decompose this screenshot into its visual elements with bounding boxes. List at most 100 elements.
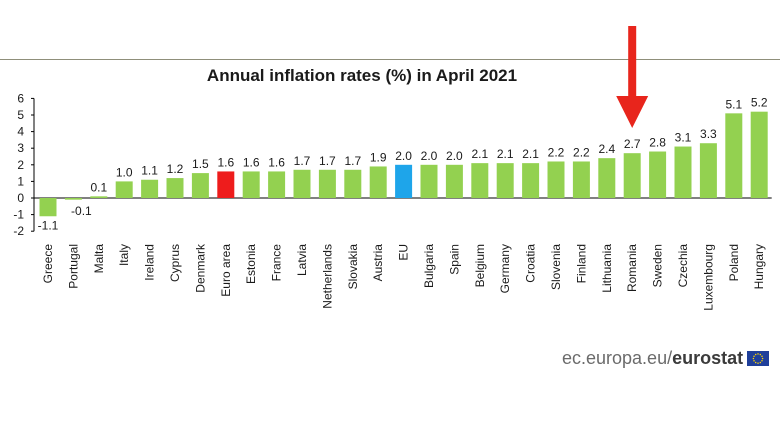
value-label: 3.1 [675, 131, 692, 145]
category-label: Croatia [524, 244, 538, 283]
bar-hungary [750, 111, 768, 198]
value-label: 1.2 [167, 162, 184, 176]
y-tick-label: 1 [17, 174, 24, 188]
bar-croatia [522, 163, 540, 198]
category-label: Estonia [244, 244, 258, 284]
value-label: 1.6 [217, 155, 234, 169]
category-label: Romania [625, 244, 639, 292]
value-label: 2.0 [421, 149, 438, 163]
value-label: 2.2 [548, 145, 565, 159]
bar-slovenia [547, 161, 565, 198]
bar-luxembourg [699, 143, 717, 198]
bar-belgium [471, 163, 489, 198]
category-label: Euro area [219, 244, 233, 297]
bars-group [39, 111, 768, 217]
category-label: Finland [574, 244, 588, 283]
category-label: Austria [371, 244, 385, 282]
value-label: 5.2 [751, 96, 768, 110]
category-label: Poland [727, 244, 741, 281]
category-label: Sweden [651, 244, 665, 287]
value-label: -0.1 [71, 204, 92, 218]
value-label: 1.6 [243, 155, 260, 169]
value-label: 1.7 [344, 154, 361, 168]
y-tick-label: 6 [17, 91, 24, 105]
category-label: Latvia [295, 244, 309, 276]
category-label: Italy [117, 244, 131, 266]
value-label: 1.0 [116, 165, 133, 179]
bar-estonia [242, 171, 260, 198]
y-tick-label: 5 [17, 108, 24, 122]
value-label: 2.8 [649, 136, 666, 150]
bar-italy [115, 181, 133, 198]
category-label: Hungary [752, 244, 766, 289]
value-label: 0.1 [90, 180, 107, 194]
bar-netherlands [318, 169, 336, 198]
arrow-shaft [628, 26, 637, 96]
category-label: Cyprus [168, 244, 182, 282]
category-label: Ireland [143, 244, 157, 281]
bar-sweden [649, 151, 667, 198]
bar-cyprus [166, 178, 184, 198]
y-tick-label: 3 [17, 141, 24, 155]
value-label: 2.1 [497, 147, 514, 161]
value-labels-group: -1.1 -0.1 0.1 1.0 1.1 1.2 1.5 1.6 1.6 1.6 1.7 1.7 1.… [38, 96, 768, 233]
value-label: 2.1 [471, 147, 488, 161]
category-label: Slovenia [549, 244, 563, 290]
annotation-group [616, 26, 649, 128]
bar-lithuania [598, 158, 616, 198]
bar-finland [572, 161, 590, 198]
category-label: Spain [447, 244, 461, 275]
category-label: Germany [498, 244, 512, 293]
value-label: 1.1 [141, 164, 158, 178]
inflation-bar-chart: Annual inflation rates (%) in April 2021… [13, 26, 772, 311]
bar-euro-area [217, 171, 235, 198]
y-tick-label: 0 [17, 191, 24, 205]
bar-malta [90, 196, 108, 198]
value-label: 1.7 [294, 154, 311, 168]
y-tick-label: 2 [17, 158, 24, 172]
arrow-head-icon [616, 96, 649, 128]
bar-france [268, 171, 286, 198]
value-label: 1.6 [268, 155, 285, 169]
y-tick-label: -1 [13, 208, 24, 222]
category-label: Lithuania [600, 244, 614, 293]
bar-greece [39, 198, 57, 217]
value-label: 2.0 [446, 149, 463, 163]
y-tick-label: 4 [17, 125, 24, 139]
bar-czechia [674, 146, 692, 198]
category-label: Netherlands [320, 244, 334, 309]
source-domain: ec.europa.eu/ [562, 347, 673, 368]
value-label: 3.3 [700, 127, 717, 141]
category-label: France [270, 244, 284, 282]
category-label: EU [397, 244, 411, 261]
value-label: 2.4 [598, 142, 615, 156]
value-label: 1.5 [192, 157, 209, 171]
bar-slovakia [344, 169, 362, 198]
bar-romania [623, 153, 641, 198]
eu-flag-icon [747, 350, 770, 366]
category-label: Luxembourg [701, 244, 715, 311]
y-tick-label: -2 [13, 224, 24, 238]
source-credit: ec.europa.eu/eurostat [562, 346, 770, 370]
value-label: 5.1 [725, 97, 742, 111]
value-label: 2.7 [624, 137, 641, 151]
category-label: Portugal [66, 244, 80, 289]
bar-eu [395, 164, 413, 198]
bar-poland [725, 113, 743, 198]
category-label: Belgium [473, 244, 487, 287]
bar-germany [496, 163, 514, 198]
value-label: 1.7 [319, 154, 336, 168]
bar-latvia [293, 169, 311, 198]
bar-portugal [64, 198, 82, 200]
source-brand: eurostat [672, 347, 744, 368]
chart-title: Annual inflation rates (%) in April 2021 [207, 66, 517, 85]
value-label: 2.1 [522, 147, 539, 161]
category-label: Denmark [193, 243, 207, 293]
value-label: 2.0 [395, 149, 412, 163]
category-label: Bulgaria [422, 244, 436, 288]
bar-denmark [191, 173, 209, 198]
value-label: -1.1 [38, 218, 59, 232]
bar-ireland [141, 179, 159, 198]
bar-austria [369, 166, 387, 198]
top-rule [0, 59, 780, 60]
